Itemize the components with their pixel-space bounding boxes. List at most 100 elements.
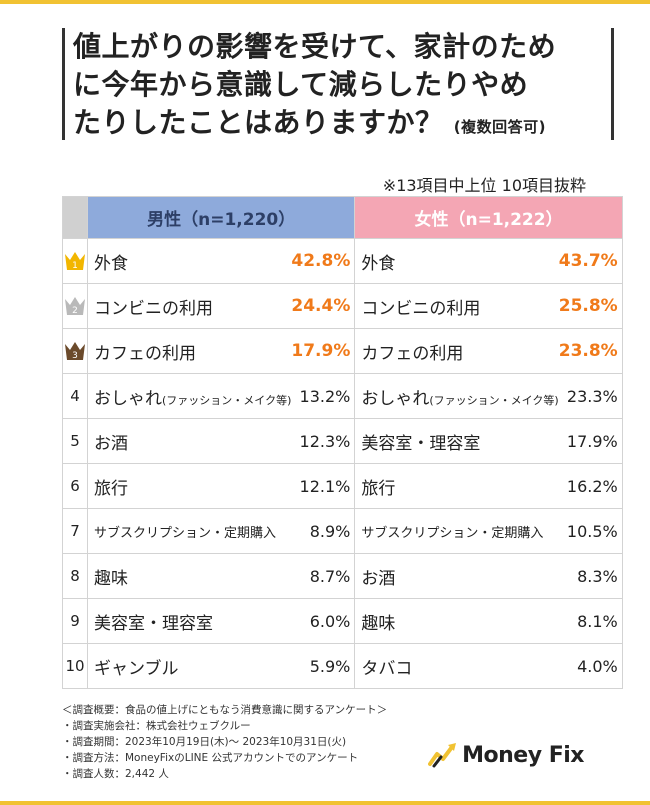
female-item-cell: カフェの利用	[354, 328, 559, 374]
male-item-label: コンビニの利用	[94, 298, 213, 319]
male-percent-cell: 12.1%	[291, 463, 356, 509]
male-item-note: (ファッション・メイク等)	[162, 393, 292, 407]
male-item-label: 外食	[94, 253, 128, 274]
female-item-cell: お酒	[354, 553, 559, 599]
rank-cell: 3	[62, 328, 88, 374]
male-item-label: お酒	[94, 433, 128, 454]
female-item-cell: コンビニの利用	[354, 283, 559, 329]
title-line-3-wrap: たりしたことはありますか？ (複数回答可)	[73, 104, 603, 146]
male-item-cell: コンビニの利用	[87, 283, 292, 329]
table-row: 5 お酒 12.3% 美容室・理容室 17.9%	[62, 418, 623, 464]
table-row: 7 サブスクリプション・定期購入 8.9% サブスクリプション・定期購入 10.5%	[62, 508, 623, 554]
crown-rank-number: 2	[72, 306, 78, 316]
crown-rank-number: 3	[72, 351, 78, 361]
female-item-label: 外食	[361, 253, 396, 274]
crown-icon: 2	[65, 297, 85, 316]
table-row: 4 おしゃれ(ファッション・メイク等) 13.2% おしゃれ(ファッション・メイク等)…	[62, 373, 623, 419]
header-corner	[62, 196, 88, 239]
female-percent-cell: 4.0%	[558, 643, 623, 689]
header-female: 女性（n=1,222）	[354, 196, 623, 239]
male-percent-cell: 5.9%	[291, 643, 356, 689]
female-percent-cell: 43.7%	[558, 238, 623, 284]
footer-line-4: ・調査方法：MoneyFixのLINE 公式アカウントでのアンケート	[62, 752, 359, 764]
male-item-label: 美容室・理容室	[94, 613, 213, 634]
table-row: 10 ギャンブル 5.9% タバコ 4.0%	[62, 643, 623, 689]
female-item-cell: 趣味	[354, 598, 559, 644]
footer-line-3: ・調査期間：2023年10月19日(木)〜 2023年10月31日(火)	[62, 736, 347, 748]
male-item-cell: 趣味	[87, 553, 292, 599]
crown-icon: 1	[65, 252, 85, 271]
title-line-1: 値上がりの影響を受けて、家計のため	[73, 30, 557, 63]
male-item-label: ギャンブル	[94, 658, 179, 679]
male-item-cell: ギャンブル	[87, 643, 292, 689]
table-row: 8 趣味 8.7% お酒 8.3%	[62, 553, 623, 599]
top-accent-bar	[0, 0, 650, 4]
header-male: 男性（n=1,220）	[86, 196, 356, 239]
female-item-label: 旅行	[361, 478, 396, 499]
logo-text: Money Fix	[462, 742, 584, 768]
rank-cell: 8	[62, 553, 88, 599]
female-percent-cell: 16.2%	[558, 463, 623, 509]
crown-icon: 3	[65, 342, 85, 361]
footer-line-5: ・調査人数：2,442 人	[62, 768, 169, 780]
female-item-cell: 旅行	[354, 463, 559, 509]
female-item-label: コンビニの利用	[361, 298, 481, 319]
male-percent-cell: 8.7%	[291, 553, 356, 599]
female-item-label: お酒	[361, 568, 396, 589]
female-percent-cell: 25.8%	[558, 283, 623, 329]
female-item-label: 趣味	[361, 613, 396, 634]
female-percent-cell: 23.8%	[558, 328, 623, 374]
female-item-label: カフェの利用	[361, 343, 464, 364]
footer-line-1: ＜調査概要：食品の値上げにともなう消費意識に関するアンケート＞	[62, 704, 388, 716]
male-percent-cell: 24.4%	[291, 283, 356, 329]
male-percent-cell: 8.9%	[291, 508, 356, 554]
table-row: 9 美容室・理容室 6.0% 趣味 8.1%	[62, 598, 623, 644]
table-row: 1 外食 42.8% 外食 43.7%	[62, 238, 623, 284]
chart-title: 値上がりの影響を受けて、家計のため に今年から意識して減らしたりやめ たりしたこ…	[62, 28, 614, 140]
female-item-label: サブスクリプション・定期購入	[361, 525, 544, 541]
male-item-cell: おしゃれ(ファッション・メイク等)	[87, 373, 292, 419]
rank-cell: 1	[62, 238, 88, 284]
rank-cell: 10	[62, 643, 88, 689]
male-item-cell: 外食	[87, 238, 292, 284]
female-percent-cell: 23.3%	[558, 373, 623, 419]
table-body: 1 外食 42.8% 外食 43.7% 2 コンビニの利用 24.4% コンビニの利用 25.8%…	[62, 238, 623, 689]
rank-cell: 6	[62, 463, 88, 509]
rank-cell: 9	[62, 598, 88, 644]
female-item-cell: 外食	[354, 238, 559, 284]
female-item-cell: おしゃれ(ファッション・メイク等)	[354, 373, 559, 419]
female-item-label: タバコ	[361, 658, 413, 679]
female-item-note: (ファッション・メイク等)	[429, 393, 559, 407]
bottom-accent-bar	[0, 801, 650, 805]
male-percent-cell: 42.8%	[291, 238, 356, 284]
female-item-cell: サブスクリプション・定期購入	[354, 508, 559, 554]
female-item-label: おしゃれ	[361, 388, 430, 409]
rank-cell: 5	[62, 418, 88, 464]
male-item-cell: 旅行	[87, 463, 292, 509]
female-percent-cell: 8.3%	[558, 553, 623, 599]
ranking-table: 男性（n=1,220） 女性（n=1,222） 1 外食 42.8% 外食 43.7% 2…	[62, 196, 623, 689]
title-line-2: に今年から意識して減らしたりやめ	[73, 68, 529, 101]
survey-footer: ＜調査概要：食品の値上げにともなう消費意識に関するアンケート＞ ・調査実施会社：…	[62, 702, 387, 782]
table-row: 2 コンビニの利用 24.4% コンビニの利用 25.8%	[62, 283, 623, 329]
moneyfix-logo: Money Fix	[428, 742, 584, 768]
rank-cell: 2	[62, 283, 88, 329]
female-item-label: 美容室・理容室	[361, 433, 481, 454]
male-percent-cell: 17.9%	[291, 328, 356, 374]
rank-cell: 4	[62, 373, 88, 419]
male-item-cell: カフェの利用	[87, 328, 292, 374]
table-header-row: 男性（n=1,220） 女性（n=1,222）	[62, 196, 623, 239]
male-item-label: おしゃれ	[94, 388, 162, 409]
extract-note: ※13項目中上位 10項目抜粋	[382, 176, 586, 195]
crown-rank-number: 1	[72, 261, 78, 271]
table-row: 6 旅行 12.1% 旅行 16.2%	[62, 463, 623, 509]
logo-chart-icon	[428, 743, 457, 768]
table-row: 3 カフェの利用 17.9% カフェの利用 23.8%	[62, 328, 623, 374]
male-item-cell: 美容室・理容室	[87, 598, 292, 644]
female-percent-cell: 17.9%	[558, 418, 623, 464]
title-line-3: たりしたことはありますか？	[73, 106, 444, 139]
footer-line-2: ・調査実施会社：株式会社ウェブクルー	[62, 720, 251, 732]
female-item-cell: 美容室・理容室	[354, 418, 559, 464]
male-item-label: 趣味	[94, 568, 128, 589]
male-item-label: 旅行	[94, 478, 128, 499]
